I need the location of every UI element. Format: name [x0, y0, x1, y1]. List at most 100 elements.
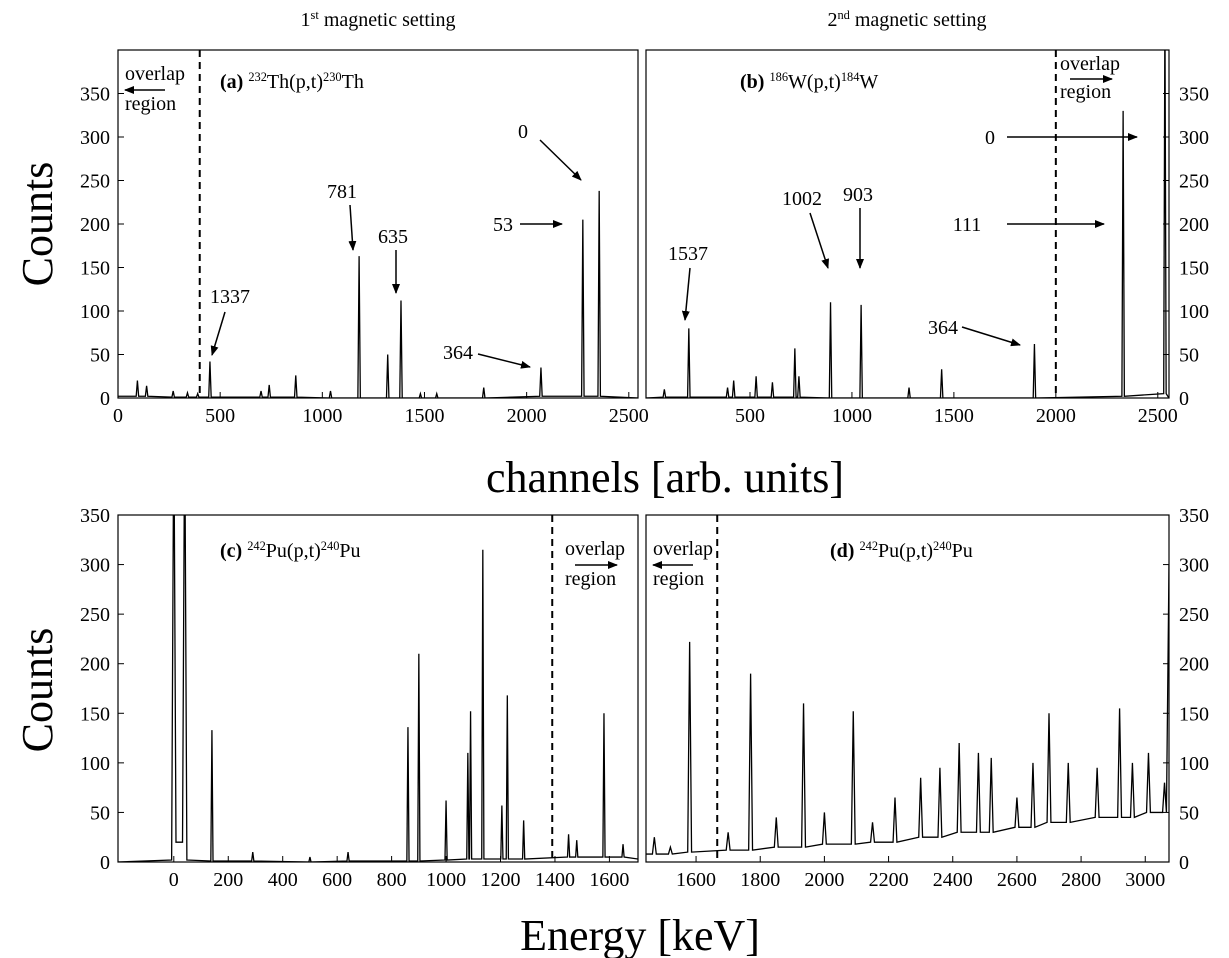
text-part: Pu	[339, 540, 360, 562]
x-tick-label: 1800	[740, 869, 780, 891]
y-tick-label: 200	[1179, 214, 1209, 236]
peak-label: 0	[985, 127, 995, 149]
text-part: st	[311, 8, 320, 22]
y-tick-label: 100	[80, 301, 110, 323]
text-part: W(p,t)	[788, 71, 841, 93]
x-tick-label: 0	[113, 405, 123, 427]
panel-title: 1st magnetic setting	[301, 8, 456, 31]
x-tick-label: 2400	[933, 869, 973, 891]
y-tick-label: 50	[1179, 802, 1199, 824]
reaction-label: (d) 242Pu(p,t)240Pu	[830, 539, 973, 562]
y-tick-label: 50	[90, 345, 110, 367]
x-tick-label: 600	[322, 869, 352, 891]
text-part: Pu(p,t)	[878, 540, 933, 562]
y-tick-label: 100	[1179, 301, 1209, 323]
x-tick-label: 1500	[934, 405, 974, 427]
x-tick-label: 1600	[676, 869, 716, 891]
x-tick-label: 1200	[481, 869, 521, 891]
overlap-label: overlap	[125, 63, 185, 85]
text-part: 1	[301, 9, 311, 31]
reaction-label: (a) 232Th(p,t)230Th	[220, 70, 364, 93]
y-tick-label: 300	[1179, 555, 1209, 577]
y-axis-label: Counts	[13, 162, 62, 287]
peak-arrow	[539, 139, 582, 181]
y-tick-label: 50	[1179, 345, 1199, 367]
overlap-label: region	[1060, 81, 1111, 103]
peak-arrow	[681, 267, 691, 321]
spectrum	[646, 564, 1169, 855]
y-tick-label: 50	[90, 802, 110, 824]
y-tick-label: 350	[80, 505, 110, 527]
y-tick-label: 0	[1179, 852, 1189, 874]
y-tick-label: 0	[1179, 388, 1189, 410]
overlap-label: region	[565, 568, 616, 590]
x-tick-label: 1500	[404, 405, 444, 427]
y-tick-label: 150	[1179, 258, 1209, 280]
y-tick-label: 250	[80, 604, 110, 626]
text-part: 2	[827, 9, 837, 31]
x-tick-label: 1000	[302, 405, 342, 427]
text-part: 242	[247, 539, 266, 553]
y-tick-label: 350	[80, 84, 110, 106]
y-tick-label: 300	[80, 127, 110, 149]
peak-label: 364	[443, 342, 473, 364]
peak-label: 1337	[210, 286, 250, 308]
y-axis-label: Counts	[13, 628, 62, 753]
y-tick-label: 300	[80, 555, 110, 577]
x-tick-label: 0	[169, 869, 179, 891]
peak-arrow	[809, 212, 830, 269]
text-part: 186	[769, 70, 788, 84]
x-tick-label: 2500	[1138, 405, 1178, 427]
x-tick-label: 400	[268, 869, 298, 891]
text-part: W	[859, 71, 878, 93]
peak-arrow	[477, 353, 531, 369]
spectrum	[118, 190, 638, 398]
y-tick-label: 250	[80, 171, 110, 193]
y-tick-label: 300	[1179, 127, 1209, 149]
text-part: Th(p,t)	[267, 71, 323, 93]
plot-frame	[117, 514, 639, 863]
text-part: 230	[323, 70, 342, 84]
x-tick-label: 1000	[426, 869, 466, 891]
overlap-label: overlap	[565, 538, 625, 560]
text-part: (a)	[220, 71, 243, 93]
overlap-label: overlap	[1060, 53, 1120, 75]
text-part: (d)	[830, 540, 854, 562]
x-tick-label: 2800	[1061, 869, 1101, 891]
y-tick-label: 350	[1179, 84, 1209, 106]
reaction-label: (c) 242Pu(p,t)240Pu	[220, 539, 361, 562]
x-tick-label: 500	[735, 405, 765, 427]
x-tick-label: 2000	[804, 869, 844, 891]
peak-label: 1537	[668, 243, 708, 265]
x-axis-label: Energy [keV]	[520, 911, 760, 958]
x-tick-label: 2200	[869, 869, 909, 891]
y-tick-label: 350	[1179, 505, 1209, 527]
overlap-label: overlap	[653, 538, 713, 560]
x-tick-label: 1000	[832, 405, 872, 427]
text-part: nd	[837, 8, 850, 22]
text-part: magnetic setting	[850, 9, 987, 31]
x-tick-label: 2600	[997, 869, 1037, 891]
peak-label: 364	[928, 317, 958, 339]
y-tick-label: 200	[80, 214, 110, 236]
plot-frame	[645, 514, 1170, 863]
text-part: 240	[933, 539, 952, 553]
y-tick-label: 0	[100, 388, 110, 410]
panel-title: 2nd magnetic setting	[827, 8, 986, 31]
peak-arrow	[961, 326, 1021, 347]
text-part: (b)	[740, 71, 764, 93]
text-part: 242	[859, 539, 878, 553]
text-part: 240	[321, 539, 340, 553]
y-tick-label: 150	[80, 703, 110, 725]
y-tick-label: 200	[80, 654, 110, 676]
peak-label: 111	[953, 214, 982, 236]
y-tick-label: 0	[100, 852, 110, 874]
y-tick-label: 150	[80, 258, 110, 280]
y-tick-label: 250	[1179, 604, 1209, 626]
y-tick-label: 150	[1179, 703, 1209, 725]
x-tick-label: 200	[213, 869, 243, 891]
x-tick-label: 2500	[609, 405, 649, 427]
peak-label: 0	[518, 121, 528, 143]
y-tick-label: 100	[1179, 753, 1209, 775]
x-tick-label: 1400	[535, 869, 575, 891]
